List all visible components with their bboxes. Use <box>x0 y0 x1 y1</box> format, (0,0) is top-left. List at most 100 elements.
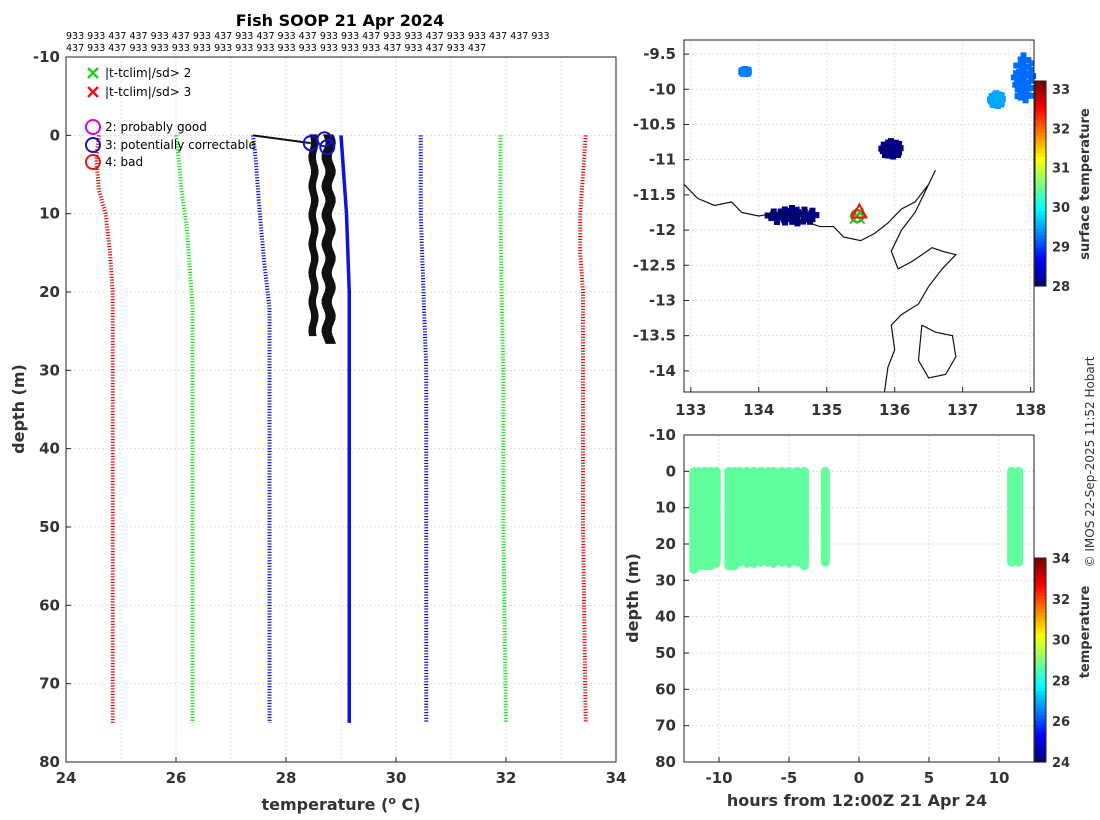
colorbar-tick-label: 32 <box>1052 593 1070 608</box>
colorbar-swatch <box>1035 108 1046 113</box>
colorbar-swatch <box>1035 711 1046 715</box>
profile-ytick-label: -10 <box>33 48 60 66</box>
profile-series-line <box>498 135 508 723</box>
map-ticks: 133 134 135 136 137 138 -9.5 -10 -10.5 -11 -11.5 -1… <box>633 45 1047 419</box>
profile-ylabel: depth (m) <box>9 364 28 454</box>
colorbar-swatch <box>1035 132 1046 137</box>
colorbar-frame <box>1034 557 1047 763</box>
map-sst-cell <box>1014 93 1021 100</box>
map-sst-cell <box>1020 52 1027 59</box>
colorbar-swatch <box>1035 262 1046 267</box>
profile-ytick-label: 20 <box>39 283 60 301</box>
time-depth-xtick-label: 5 <box>924 769 934 787</box>
colorbar-swatch <box>1035 561 1046 566</box>
colorbar-swatch <box>1035 558 1046 562</box>
map-sst-cell <box>738 68 745 75</box>
map-sst-cell <box>1014 86 1021 93</box>
map-sst-cell <box>789 204 796 211</box>
colorbar-swatch <box>1035 221 1046 226</box>
colorbar-swatch <box>1035 214 1046 219</box>
map-coastline-path <box>683 169 957 393</box>
profile-xtick-label: 28 <box>276 769 297 787</box>
colorbar-swatch <box>1035 619 1046 624</box>
time-depth-xtick-label: -10 <box>705 769 732 787</box>
map-sst-cell <box>1017 56 1024 63</box>
colorbar-swatch <box>1035 111 1046 116</box>
colorbar-swatch <box>1035 149 1046 154</box>
map-sst-cell <box>768 215 775 222</box>
colorbar-swatch <box>1035 734 1046 739</box>
colorbar-swatch <box>1035 751 1046 756</box>
colorbar-swatch <box>1035 186 1046 191</box>
colorbar-swatch <box>1035 272 1046 277</box>
figure-title: Fish SOOP 21 Apr 2024 <box>236 11 445 30</box>
map-sst-cell <box>809 207 816 214</box>
map-sst-cell <box>885 152 892 159</box>
colorbar-swatch <box>1035 125 1046 130</box>
colorbar-swatch <box>1035 581 1046 586</box>
colorbar-swatch <box>1035 122 1046 127</box>
legend-label: 4: bad <box>105 155 143 169</box>
map-sst-cell <box>813 212 820 219</box>
colorbar-swatch <box>1035 234 1046 239</box>
legend-label: 3: potentially correctable <box>105 138 256 152</box>
colorbar-swatch <box>1035 183 1046 188</box>
map-ytick-label: -10.5 <box>633 115 676 133</box>
map-sst-cell <box>1025 63 1032 70</box>
colorbar-tick-label: 24 <box>1052 756 1070 771</box>
profile-series-line <box>174 135 195 723</box>
colorbar-frame <box>1034 80 1047 287</box>
colorbar-swatch <box>1035 622 1046 627</box>
map-sst-cell <box>1013 62 1020 69</box>
colorbar-swatch <box>1035 731 1046 736</box>
profile-ytick-label: 80 <box>39 753 60 771</box>
map-grid <box>684 40 1034 392</box>
colorbar-swatch <box>1035 227 1046 232</box>
profile-data <box>94 131 588 723</box>
profile-surface-link <box>252 134 311 145</box>
legend-label: |t-tclim|/sd> 3 <box>105 85 191 99</box>
map-sst-cell <box>987 96 994 103</box>
colorbar-swatch <box>1035 145 1046 150</box>
time-depth-ytick-label: 50 <box>655 644 676 662</box>
map-sst-cell <box>1028 66 1035 73</box>
colorbar-swatch <box>1035 282 1046 287</box>
colorbar-swatch <box>1035 142 1046 147</box>
map-sst-cell <box>1027 92 1034 99</box>
colorbar-swatch <box>1035 217 1046 222</box>
map-axes-frame <box>683 39 1035 393</box>
map-sst-cell <box>1022 97 1029 104</box>
colorbar-swatch <box>1035 98 1046 103</box>
colorbar-swatch <box>1035 180 1046 185</box>
time-depth-ylabel: depth (m) <box>623 553 642 643</box>
colorbar-swatch <box>1035 666 1046 671</box>
colorbar-tick-label: 29 <box>1052 241 1070 256</box>
colorbar-swatch <box>1035 609 1046 613</box>
colorbar-tick-label: 33 <box>1052 83 1070 98</box>
map-sst-cell <box>998 92 1005 99</box>
colorbar-swatch <box>1035 717 1046 722</box>
colorbar-swatch <box>1035 629 1046 634</box>
map-sst-cell <box>988 93 995 100</box>
colorbar-swatch <box>1035 101 1046 106</box>
map-sst-cell <box>764 212 771 219</box>
map-sst-cell <box>1026 72 1033 79</box>
profile-xtick-label: 32 <box>496 769 517 787</box>
colorbar-swatch <box>1035 571 1046 576</box>
time-depth-panel: -10 -5 0 5 10 -10 0 10 20 30 40 50 60 70 80 24 26 28 30 32… <box>623 426 1093 810</box>
profile-ytick-label: 70 <box>39 675 60 693</box>
map-sst-cell <box>790 211 797 218</box>
map-colorbar-label: surface temperature <box>1078 108 1093 260</box>
colorbar-swatch <box>1035 595 1046 600</box>
colorbar-swatch <box>1035 670 1046 675</box>
profile-flag-circle <box>319 139 336 156</box>
colorbar-swatch <box>1035 91 1046 96</box>
colorbar-swatch <box>1035 87 1046 92</box>
map-sst-cell <box>807 218 814 225</box>
map-sst-cell <box>882 152 889 159</box>
colorbar-swatch <box>1035 279 1046 284</box>
colorbar-swatch <box>1035 245 1046 250</box>
map-sst-cell <box>781 206 788 213</box>
colorbar-swatch <box>1035 241 1046 246</box>
